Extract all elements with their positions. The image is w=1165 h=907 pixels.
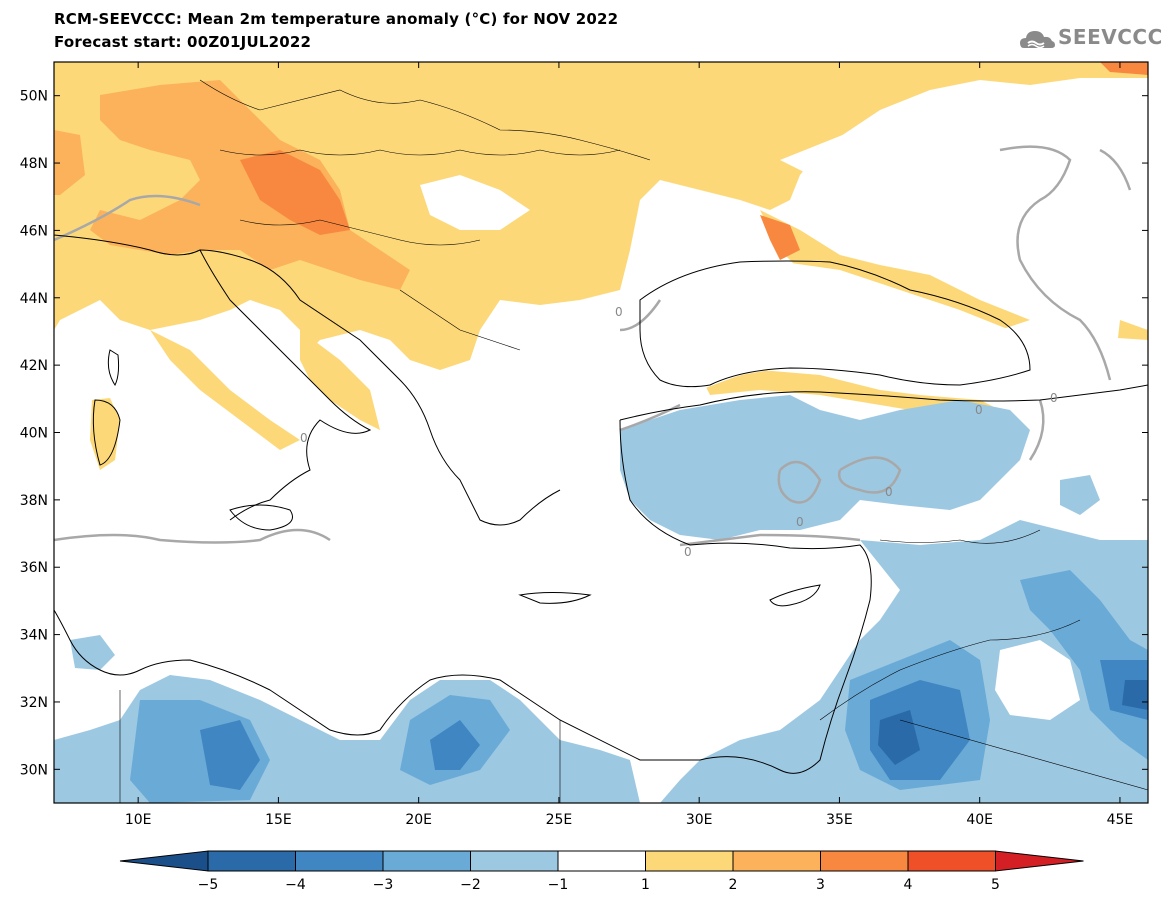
contour-label: 0	[796, 515, 804, 529]
lat-tick-label: 50N	[20, 89, 48, 105]
cool-region-iraq-extreme	[1122, 680, 1148, 710]
colorbar-bin	[732, 850, 821, 872]
contour-label: 0	[684, 545, 692, 559]
warm-region-balkans-coast	[300, 330, 380, 430]
country-borders	[119, 79, 1148, 803]
contour-label: 0	[1050, 391, 1058, 405]
lat-tick-label: 32N	[20, 695, 48, 711]
lat-tick-label: 42N	[20, 358, 48, 374]
contour-label: 0	[885, 485, 893, 499]
colorbar: −5 −4 −3 −2 −1 1 2 3 4 5	[119, 850, 1084, 893]
colorbar-bin	[820, 850, 909, 872]
map-title: RCM-SEEVCCC: Mean 2m temperature anomaly…	[54, 10, 619, 28]
map-field: 0 0 0 0 0 0 0	[54, 62, 1148, 803]
colorbar-label: −3	[373, 877, 394, 893]
lon-tick-label: 25E	[546, 812, 573, 828]
colorbar-bin	[645, 850, 734, 872]
warm-region-italy	[150, 330, 300, 450]
lat-tick-label: 44N	[20, 291, 48, 307]
colorbar-min-arrow	[119, 850, 209, 872]
colorbar-label: −1	[548, 877, 569, 893]
contour-label: 0	[975, 403, 983, 417]
colorbar-label: 2	[729, 877, 738, 893]
lat-tick-label: 48N	[20, 156, 48, 172]
warm-region-anatolia-coast	[705, 370, 1000, 415]
colorbar-bin	[382, 850, 471, 872]
colorbar-label: −2	[460, 877, 481, 893]
colorbar-label: 1	[641, 877, 650, 893]
colorbar-bin	[907, 850, 996, 872]
latitude-axis: 50N 48N 46N 44N 42N 40N 38N 36N 34N 32N 30N	[20, 89, 1148, 778]
contour-label: 0	[300, 431, 308, 445]
colorbar-bin	[295, 850, 384, 872]
lon-tick-label: 40E	[966, 812, 993, 828]
neutral-region-arabia	[995, 640, 1080, 720]
coastlines	[54, 234, 1148, 774]
lat-tick-label: 46N	[20, 223, 48, 239]
warm-region-alps	[90, 80, 410, 290]
colorbar-bin	[470, 850, 559, 872]
cool-region-east-turkey	[1060, 475, 1100, 515]
neutral-region-black-sea	[640, 260, 1020, 390]
lon-tick-label: 30E	[686, 812, 713, 828]
colorbar-label: 5	[991, 877, 1000, 893]
warm-region-north	[54, 62, 1148, 370]
colorbar-label: 3	[816, 877, 825, 893]
colorbar-label: −5	[198, 877, 219, 893]
warm-region-ne-corner	[1100, 62, 1148, 75]
contour-label: 0	[615, 305, 623, 319]
lat-tick-label: 36N	[20, 560, 48, 576]
lon-tick-label: 10E	[125, 812, 152, 828]
warm-region-crimea	[760, 210, 1030, 330]
cool-region-iraq-strong	[1020, 570, 1148, 760]
lat-tick-label: 30N	[20, 762, 48, 778]
cool-region-tunisia	[70, 635, 115, 670]
colorbar-max-arrow	[995, 850, 1084, 872]
lat-tick-label: 34N	[20, 628, 48, 644]
lon-tick-label: 15E	[265, 812, 292, 828]
cool-region-jordan-extreme	[878, 710, 920, 765]
neutral-region-hungary	[420, 175, 530, 230]
lon-tick-label: 35E	[826, 812, 853, 828]
seevccc-logo-icon	[1020, 31, 1055, 49]
warm-region-alps-west	[54, 130, 85, 195]
lat-tick-label: 40N	[20, 426, 48, 442]
colorbar-label: −4	[285, 877, 306, 893]
colorbar-bin	[207, 850, 296, 872]
colorbar-bin	[557, 850, 646, 872]
seevccc-logo-text: SEEVCCC	[1058, 25, 1163, 49]
lon-tick-label: 45E	[1107, 812, 1134, 828]
lon-tick-label: 20E	[405, 812, 432, 828]
colorbar-label: 4	[904, 877, 913, 893]
cool-region-libya-core	[200, 720, 260, 790]
cool-region-egypt-core	[430, 720, 480, 770]
forecast-start-subtitle: Forecast start: 00Z01JUL2022	[54, 33, 312, 51]
cool-region-anatolia	[620, 395, 1030, 540]
lat-tick-label: 38N	[20, 493, 48, 509]
warm-region-crimea-hot	[760, 215, 800, 260]
zero-contours	[54, 145, 1132, 547]
longitude-axis: 10E 15E 20E 25E 30E 35E 40E 45E	[125, 62, 1133, 828]
warm-region-hot-core	[240, 150, 350, 235]
